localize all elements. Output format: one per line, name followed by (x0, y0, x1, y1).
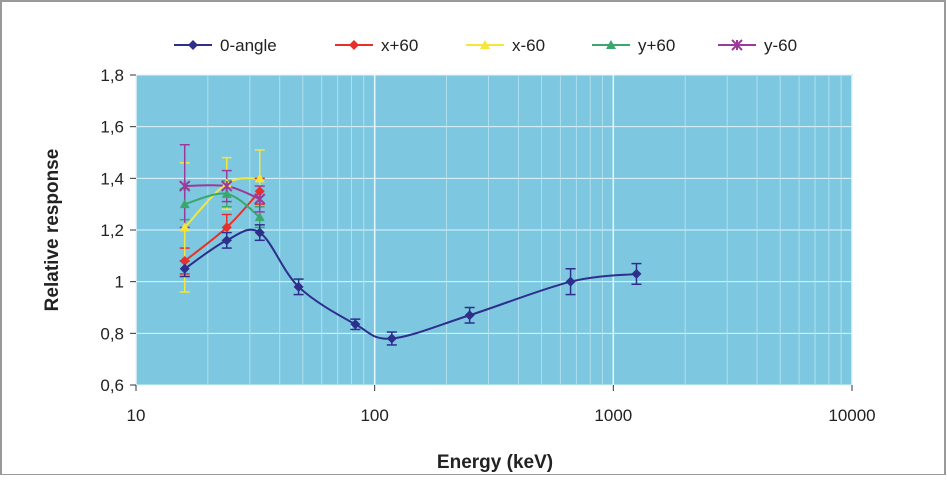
data-point (179, 180, 191, 192)
legend-marker (349, 40, 359, 50)
data-point (179, 256, 190, 266)
data-point (386, 333, 397, 344)
data-point (254, 227, 265, 238)
legend-label: x+60 (381, 36, 418, 55)
data-point (221, 188, 232, 198)
x-tick-label: 10000 (828, 406, 875, 425)
data-point (254, 212, 265, 222)
y-tick-label: 1,2 (100, 221, 124, 240)
data-point (179, 222, 190, 232)
data-point (254, 173, 265, 183)
y-tick-label: 1,8 (100, 66, 124, 85)
data-point (221, 235, 232, 246)
data-points (179, 173, 642, 344)
legend-label: y-60 (764, 36, 797, 55)
gridlines (135, 74, 853, 386)
data-point (221, 222, 232, 233)
y-axis-label: Relative response (42, 149, 63, 312)
legend-marker (480, 40, 490, 49)
data-point (631, 268, 642, 279)
legend-marker (606, 40, 616, 49)
data-point (350, 319, 361, 330)
x-tick-label: 10 (127, 406, 146, 425)
y-tick-label: 0,6 (100, 376, 124, 395)
x-tick-labels: 10 100 1000 10000 (127, 385, 876, 425)
y-tick-label: 1,6 (100, 118, 124, 137)
legend-label: x-60 (512, 36, 545, 55)
x-tick-label: 1000 (594, 406, 632, 425)
legend-label: 0-angle (220, 36, 277, 55)
data-point (221, 180, 233, 192)
legend: 0-angle x+60 x-60 y+60 y-60 (174, 36, 797, 55)
data-point (464, 310, 475, 321)
y-tick-label: 1,4 (100, 169, 124, 188)
x-axis-label: Energy (keV) (437, 452, 553, 473)
legend-label: y+60 (638, 36, 675, 55)
data-point (254, 186, 265, 197)
data-point (293, 281, 304, 292)
legend-marker (731, 39, 743, 51)
data-point (179, 199, 190, 209)
y-tick-label: 1 (115, 273, 124, 292)
legend-marker (188, 40, 198, 50)
data-point (254, 193, 266, 205)
x-tick-label: 100 (360, 406, 388, 425)
series-line (184, 228, 637, 340)
y-tick-labels: 0,6 0,8 1 1,2 1,4 1,6 1,8 (100, 66, 136, 395)
y-tick-label: 0,8 (100, 324, 124, 343)
data-point (565, 276, 576, 287)
data-point (179, 263, 190, 274)
